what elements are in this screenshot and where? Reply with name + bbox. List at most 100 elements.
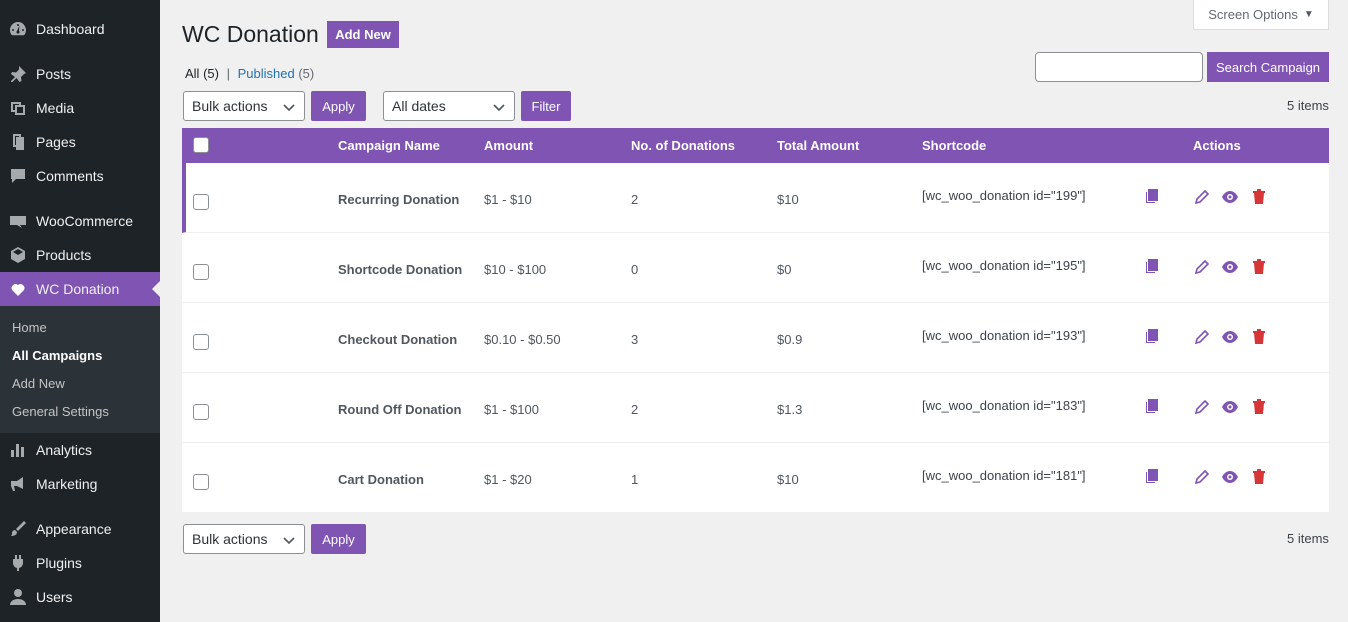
add-new-button[interactable]: Add New (327, 21, 399, 48)
delete-icon[interactable] (1250, 468, 1268, 486)
dashboard-icon (0, 19, 36, 39)
campaign-donation-count: 2 (631, 192, 639, 207)
campaign-name[interactable]: Round Off Donation (338, 402, 462, 417)
campaign-total-amount: $10 (777, 472, 799, 487)
items-count-bottom: 5 items (1287, 531, 1329, 546)
sidebar-item-appearance[interactable]: Appearance (0, 512, 160, 546)
filter-published-link[interactable]: Published (5) (238, 66, 315, 81)
view-icon[interactable] (1221, 328, 1239, 346)
bulk-actions-select-top[interactable]: Bulk actions (183, 91, 305, 121)
page-title: WC Donation (182, 21, 319, 47)
row-checkbox[interactable] (193, 404, 209, 420)
users-icon (0, 587, 36, 607)
campaign-donation-count: 1 (631, 472, 639, 487)
row-checkbox[interactable] (193, 474, 209, 490)
screen-options-button[interactable]: Screen Options ▼ (1193, 0, 1329, 30)
sidebar-item-marketing[interactable]: Marketing (0, 467, 160, 501)
campaign-name[interactable]: Recurring Donation (338, 192, 460, 207)
sidebar-item-label: Plugins (36, 555, 82, 571)
filter-button[interactable]: Filter (521, 91, 571, 121)
bulk-actions-value: Bulk actions (192, 98, 268, 114)
submenu-item-home[interactable]: Home (12, 320, 47, 335)
campaign-name[interactable]: Shortcode Donation (338, 262, 463, 277)
campaign-amount: $0.10 - $0.50 (484, 332, 561, 347)
table-row: Checkout Donation $0.10 - $0.50 3 $0.9 [wc_w… (182, 303, 1329, 373)
column-header-donations[interactable]: No. of Donations (631, 138, 735, 153)
campaign-donation-count: 2 (631, 402, 639, 417)
edit-icon[interactable] (1193, 468, 1211, 486)
campaign-shortcode: [wc_woo_donation id="183"] (922, 398, 1086, 413)
sidebar-item-woocommerce[interactable]: WooCommerce (0, 204, 160, 238)
campaign-name[interactable]: Checkout Donation (338, 332, 458, 347)
campaign-total-amount: $10 (777, 192, 799, 207)
column-header-campaign-name[interactable]: Campaign Name (338, 138, 440, 153)
select-all-checkbox[interactable] (193, 137, 209, 153)
row-checkbox[interactable] (193, 334, 209, 350)
edit-icon[interactable] (1193, 398, 1211, 416)
bulk-actions-select-bottom[interactable]: Bulk actions (183, 524, 305, 554)
sidebar-item-analytics[interactable]: Analytics (0, 433, 160, 467)
sidebar-item-label: Posts (36, 66, 72, 82)
edit-icon[interactable] (1193, 258, 1211, 276)
campaign-total-amount: $0.9 (777, 332, 803, 347)
search-input[interactable] (1035, 52, 1203, 82)
campaign-name[interactable]: Cart Donation (338, 472, 424, 487)
apply-button-bottom[interactable]: Apply (311, 524, 366, 554)
sidebar-item-plugins[interactable]: Plugins (0, 546, 160, 580)
chevron-down-icon (283, 104, 295, 112)
view-icon[interactable] (1221, 468, 1239, 486)
delete-icon[interactable] (1250, 258, 1268, 276)
view-icon[interactable] (1221, 398, 1239, 416)
submenu-item-general-settings[interactable]: General Settings (12, 404, 109, 419)
delete-icon[interactable] (1250, 188, 1268, 206)
admin-sidebar: Dashboard Posts Media Pages Comments Woo… (0, 0, 160, 622)
sidebar-item-products[interactable]: Products (0, 238, 160, 272)
copy-shortcode-icon[interactable] (1143, 467, 1161, 485)
brush-icon (0, 519, 36, 539)
caret-down-icon: ▼ (1303, 9, 1314, 20)
view-icon[interactable] (1221, 258, 1239, 276)
edit-icon[interactable] (1193, 328, 1211, 346)
sidebar-item-posts[interactable]: Posts (0, 57, 160, 91)
sidebar-item-label: Media (36, 100, 75, 116)
view-icon[interactable] (1221, 188, 1239, 206)
sidebar-item-comments[interactable]: Comments (0, 159, 160, 193)
column-header-shortcode: Shortcode (922, 138, 987, 153)
woo-icon (0, 211, 36, 231)
sidebar-item-label: Analytics (36, 442, 93, 458)
chevron-down-icon (283, 537, 295, 545)
table-row: Round Off Donation $1 - $100 2 $1.3 [wc_woo_… (182, 373, 1329, 443)
pin-icon (0, 64, 36, 84)
delete-icon[interactable] (1250, 328, 1268, 346)
sidebar-item-media[interactable]: Media (0, 91, 160, 125)
copy-shortcode-icon[interactable] (1143, 397, 1161, 415)
sidebar-item-label: Marketing (36, 476, 98, 492)
apply-button-top[interactable]: Apply (311, 91, 366, 121)
filter-all-link[interactable]: All (5) (185, 66, 219, 81)
table-row: Recurring Donation $1 - $10 2 $10 [wc_woo_do… (182, 163, 1329, 233)
sidebar-item-wc-donation[interactable]: WC Donation (0, 272, 160, 306)
search-campaign-button[interactable]: Search Campaign (1207, 52, 1329, 82)
sidebar-item-label: Appearance (36, 521, 112, 537)
analytics-icon (0, 440, 36, 460)
submenu-item-all-campaigns[interactable]: All Campaigns (12, 348, 103, 363)
screen-options-label: Screen Options (1208, 7, 1298, 22)
delete-icon[interactable] (1250, 398, 1268, 416)
copy-shortcode-icon[interactable] (1143, 257, 1161, 275)
edit-icon[interactable] (1193, 188, 1211, 206)
submenu-item-add-new[interactable]: Add New (12, 376, 65, 391)
column-header-amount[interactable]: Amount (484, 138, 534, 153)
sidebar-item-pages[interactable]: Pages (0, 125, 160, 159)
copy-shortcode-icon[interactable] (1143, 327, 1161, 345)
column-header-total-amount[interactable]: Total Amount (777, 138, 860, 153)
campaign-amount: $1 - $20 (484, 472, 532, 487)
copy-shortcode-icon[interactable] (1143, 187, 1161, 205)
sidebar-item-users[interactable]: Users (0, 580, 160, 614)
filter-published-count: (5) (298, 66, 315, 81)
row-checkbox[interactable] (193, 194, 209, 210)
sidebar-item-dashboard[interactable]: Dashboard (0, 12, 160, 46)
dates-select[interactable]: All dates (383, 91, 515, 121)
row-checkbox[interactable] (193, 264, 209, 280)
active-indicator (152, 281, 160, 297)
column-header-actions: Actions (1193, 138, 1241, 153)
